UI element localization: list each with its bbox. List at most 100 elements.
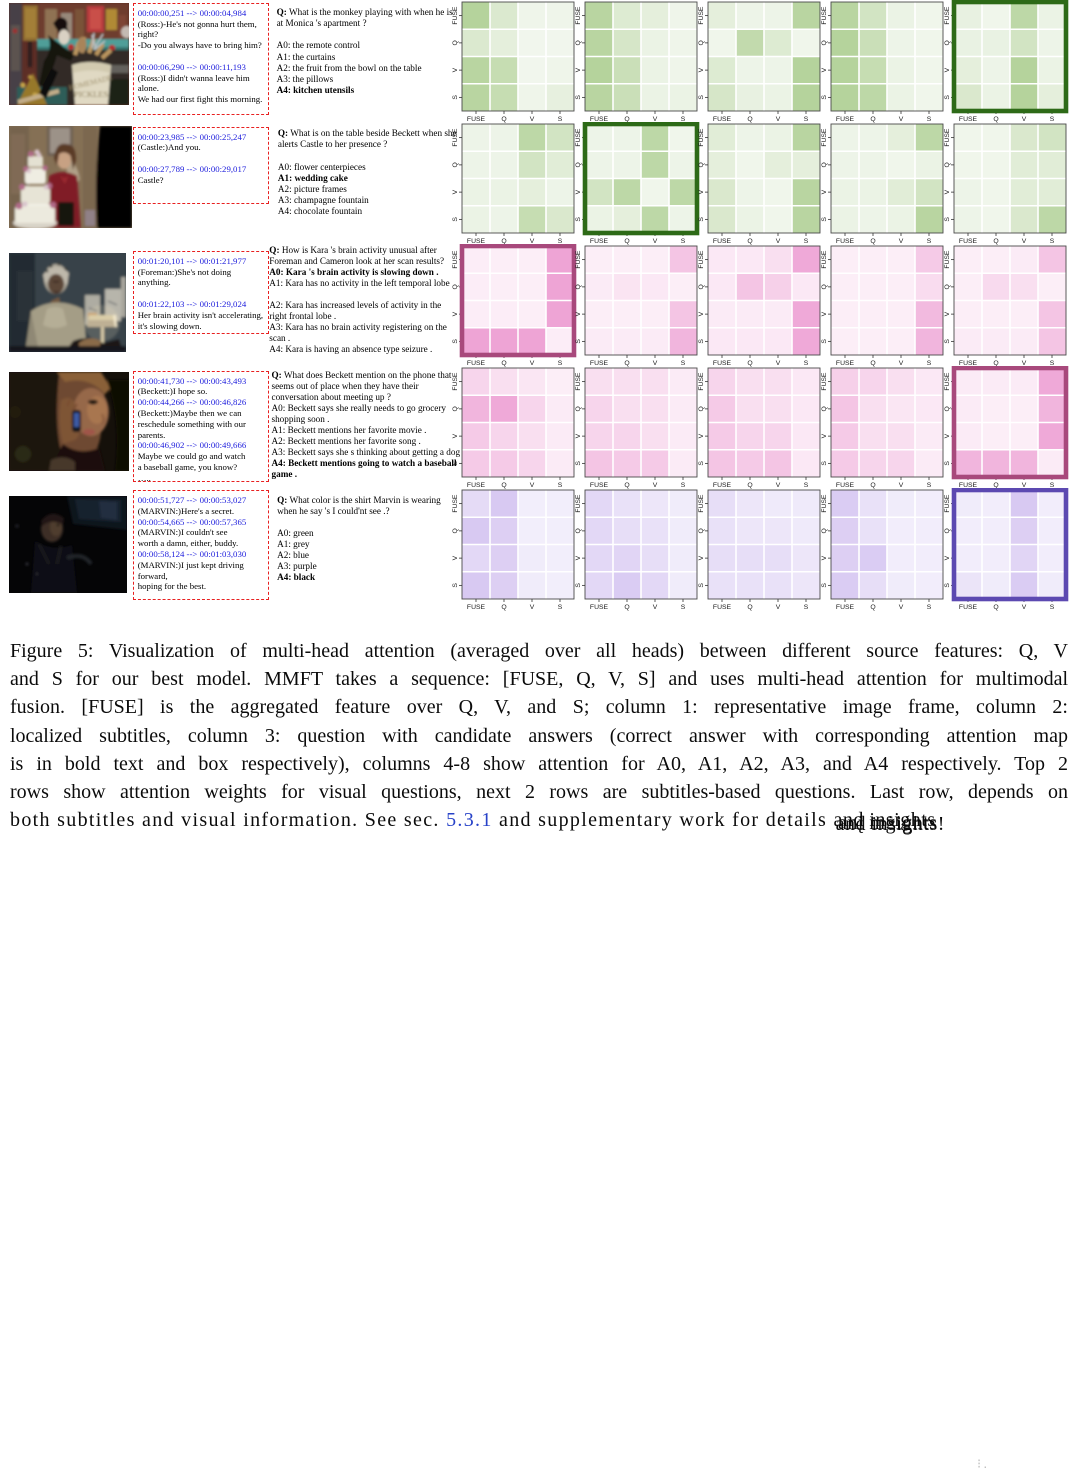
svg-text:Q: Q	[575, 406, 582, 411]
svg-text:V: V	[776, 238, 781, 245]
svg-text:V: V	[530, 604, 535, 611]
svg-text:Q: Q	[870, 360, 875, 367]
svg-text:FUSE: FUSE	[590, 238, 609, 245]
svg-text:Q: Q	[624, 604, 629, 611]
svg-text:V: V	[452, 67, 459, 72]
svg-text:FUSE: FUSE	[944, 250, 951, 269]
svg-text:FUSE: FUSE	[836, 360, 855, 367]
svg-text:V: V	[821, 67, 828, 72]
svg-text:S: S	[927, 482, 932, 489]
svg-text:S: S	[1050, 116, 1055, 123]
svg-text:FUSE: FUSE	[959, 116, 978, 123]
svg-text:Q: Q	[993, 360, 998, 367]
svg-text:V: V	[776, 116, 781, 123]
svg-text:FUSE: FUSE	[452, 128, 459, 147]
svg-text:Q: Q	[747, 238, 752, 245]
svg-text:S: S	[698, 217, 705, 222]
svg-text:S: S	[698, 460, 705, 465]
svg-text:S: S	[1050, 360, 1055, 367]
svg-text:FUSE: FUSE	[959, 238, 978, 245]
svg-text:V: V	[776, 360, 781, 367]
svg-text:S: S	[452, 338, 459, 343]
svg-text:Q: Q	[870, 116, 875, 123]
svg-text:V: V	[899, 604, 904, 611]
svg-text:V: V	[530, 116, 535, 123]
svg-text:Q: Q	[944, 284, 951, 289]
svg-text:FUSE: FUSE	[713, 604, 732, 611]
svg-text:S: S	[927, 238, 932, 245]
svg-text:FUSE: FUSE	[836, 116, 855, 123]
svg-text:Q: Q	[747, 360, 752, 367]
svg-text:Q: Q	[624, 116, 629, 123]
svg-text:V: V	[575, 555, 582, 560]
svg-text:S: S	[452, 582, 459, 587]
svg-text:S: S	[821, 95, 828, 100]
svg-text:FUSE: FUSE	[944, 372, 951, 391]
svg-text:V: V	[944, 67, 951, 72]
svg-text:FUSE: FUSE	[944, 128, 951, 147]
svg-text:S: S	[927, 604, 932, 611]
svg-text:Q: Q	[624, 238, 629, 245]
svg-text:V: V	[944, 433, 951, 438]
svg-text:Q: Q	[501, 360, 506, 367]
svg-text:S: S	[575, 460, 582, 465]
svg-text:FUSE: FUSE	[836, 604, 855, 611]
svg-text:V: V	[821, 433, 828, 438]
svg-text:S: S	[927, 360, 932, 367]
svg-text:V: V	[653, 238, 658, 245]
svg-text:V: V	[1022, 116, 1027, 123]
svg-text:V: V	[899, 238, 904, 245]
svg-text:S: S	[804, 604, 809, 611]
svg-text:S: S	[575, 338, 582, 343]
svg-text:S: S	[927, 116, 932, 123]
svg-text:S: S	[558, 360, 563, 367]
svg-text:V: V	[653, 360, 658, 367]
svg-text:Q: Q	[747, 116, 752, 123]
svg-text:FUSE: FUSE	[713, 238, 732, 245]
svg-text:V: V	[575, 189, 582, 194]
svg-text:S: S	[452, 217, 459, 222]
svg-text:FUSE: FUSE	[467, 482, 486, 489]
svg-text:S: S	[944, 217, 951, 222]
svg-text:FUSE: FUSE	[467, 238, 486, 245]
svg-text:S: S	[452, 95, 459, 100]
svg-text:FUSE: FUSE	[698, 6, 705, 25]
svg-text:PICKLES: PICKLES	[74, 89, 109, 99]
svg-text:S: S	[1050, 604, 1055, 611]
svg-text:V: V	[452, 311, 459, 316]
svg-text:Q: Q	[747, 604, 752, 611]
svg-text:S: S	[681, 116, 686, 123]
svg-text:S: S	[821, 338, 828, 343]
svg-text:Q: Q	[821, 406, 828, 411]
svg-text:FUSE: FUSE	[713, 360, 732, 367]
svg-text:Q: Q	[870, 482, 875, 489]
svg-text:S: S	[575, 217, 582, 222]
svg-text:Q: Q	[993, 604, 998, 611]
svg-text:S: S	[558, 604, 563, 611]
svg-text:Q: Q	[501, 482, 506, 489]
svg-text:Q: Q	[452, 528, 459, 533]
svg-text:V: V	[944, 555, 951, 560]
svg-text:S: S	[698, 95, 705, 100]
svg-text:FUSE: FUSE	[698, 250, 705, 269]
svg-text:S: S	[944, 338, 951, 343]
svg-text:V: V	[821, 311, 828, 316]
svg-text:V: V	[944, 311, 951, 316]
svg-text:V: V	[575, 311, 582, 316]
svg-text:V: V	[944, 189, 951, 194]
svg-text:V: V	[653, 482, 658, 489]
svg-text:FUSE: FUSE	[821, 6, 828, 25]
svg-text:Q: Q	[452, 162, 459, 167]
svg-text:Q: Q	[575, 284, 582, 289]
svg-text:FUSE: FUSE	[452, 6, 459, 25]
svg-text:FUSE: FUSE	[713, 116, 732, 123]
svg-text:Q: Q	[944, 162, 951, 167]
svg-text:Q: Q	[575, 40, 582, 45]
svg-text:FUSE: FUSE	[452, 494, 459, 513]
svg-text:V: V	[653, 116, 658, 123]
svg-text:Q: Q	[993, 116, 998, 123]
svg-text:Q: Q	[698, 284, 705, 289]
svg-text:FUSE: FUSE	[575, 494, 582, 513]
svg-text:S: S	[681, 238, 686, 245]
svg-text:Q: Q	[870, 604, 875, 611]
